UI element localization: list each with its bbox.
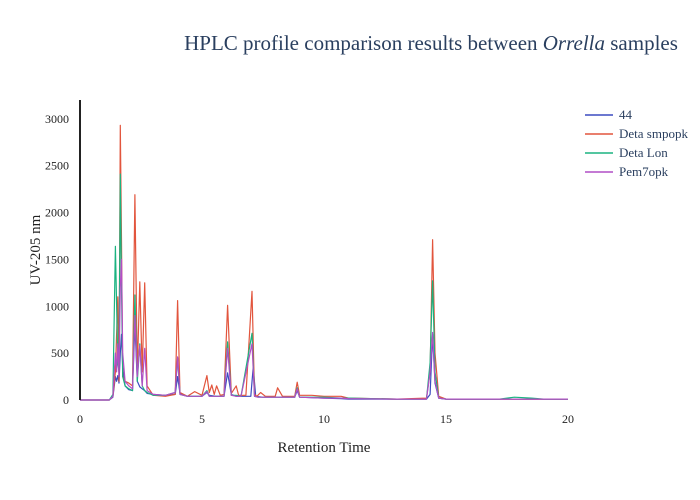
- series-line-1: [80, 124, 568, 401]
- y-tick-label-5: 2500: [45, 159, 69, 173]
- series-line-3: [80, 258, 568, 401]
- y-tick-label-1: 500: [51, 346, 69, 360]
- y-tick-label-0: 0: [63, 393, 69, 407]
- y-tick-labels: 0 500 1000 1500 2000 2500 3000: [45, 112, 69, 407]
- legend: 44 Deta smpopk Deta Lon Pem7opk: [585, 107, 688, 179]
- y-tick-label-3: 1500: [45, 252, 69, 266]
- y-tick-label-4: 2000: [45, 206, 69, 220]
- legend-label-0: 44: [619, 107, 633, 122]
- series-line-0: [80, 324, 568, 401]
- y-axis-label: UV-205 nm: [28, 214, 44, 285]
- legend-label-2: Deta Lon: [619, 145, 668, 160]
- x-tick-label-0: 0: [77, 412, 83, 426]
- x-tick-label-4: 20: [562, 412, 574, 426]
- legend-label-1: Deta smpopk: [619, 126, 688, 141]
- x-tick-label-1: 5: [199, 412, 205, 426]
- series-line-2: [80, 173, 568, 401]
- x-tick-labels: 0 5 10 15 20: [77, 412, 574, 426]
- legend-label-3: Pem7opk: [619, 164, 669, 179]
- y-tick-label-2: 1000: [45, 299, 69, 313]
- x-axis-label: Retention Time: [278, 440, 371, 456]
- y-tick-label-6: 3000: [45, 112, 69, 126]
- series-layer: [80, 124, 568, 401]
- chart-title: HPLC profile comparison results between …: [184, 31, 678, 55]
- x-tick-label-3: 15: [440, 412, 452, 426]
- x-tick-label-2: 10: [318, 412, 330, 426]
